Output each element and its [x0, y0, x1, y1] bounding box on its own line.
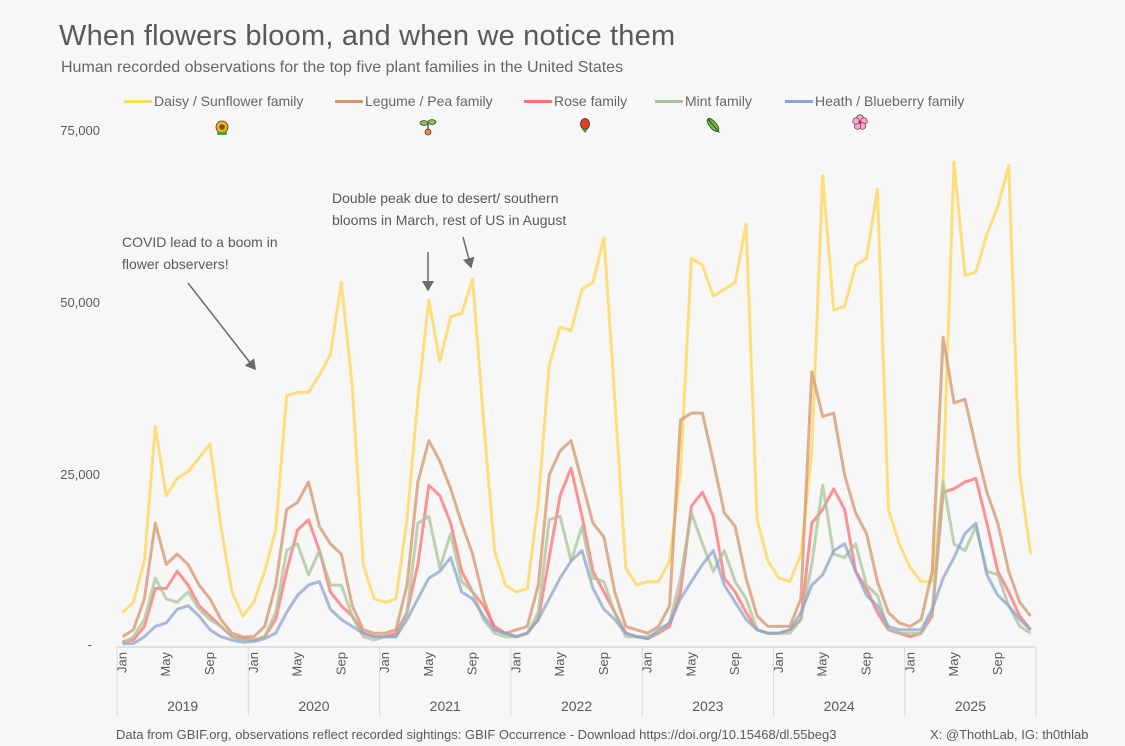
x-tick-label: May [552, 652, 567, 677]
x-tick-label: Sep [596, 652, 611, 675]
x-tick-label: Jan [902, 652, 917, 673]
rose-icon [580, 118, 590, 133]
x-tick-label: Jan [771, 652, 786, 673]
annotation-line: COVID lead to a boom in [122, 234, 278, 250]
y-tick-label: 75,000 [60, 123, 100, 138]
legend-label: Legume / Pea family [365, 93, 493, 109]
x-tick-label: Jan [640, 652, 655, 673]
x-tick-label: Sep [333, 652, 348, 675]
annotation-line: flower observers! [122, 256, 229, 272]
series-line [121, 160, 1033, 618]
chart-subtitle: Human recorded observations for the top … [61, 59, 624, 76]
footer-source: Data from GBIF.org, observations reflect… [116, 727, 837, 742]
blossom-icon [852, 114, 868, 130]
x-tick-label: Jan [377, 652, 392, 673]
y-tick-label: 25,000 [60, 467, 100, 482]
annotation-line: blooms in March, rest of US in August [332, 212, 567, 228]
series-legume-pea-family [121, 335, 1032, 639]
x-tick-label: May [421, 652, 436, 677]
legend-label: Heath / Blueberry family [815, 93, 965, 109]
legend-item-heath: Heath / Blueberry family [785, 93, 964, 109]
x-tick-label: Jan [508, 652, 523, 673]
series-line [122, 521, 1032, 646]
chart-title: When flowers bloom, and when we notice t… [59, 20, 676, 52]
series-line [121, 480, 1032, 645]
x-tick-label: Jan [114, 652, 129, 673]
annotation-covid: COVID lead to a boom in flower observers… [122, 231, 278, 275]
x-tick-label: Sep [990, 652, 1005, 675]
x-tick-label: Sep [859, 652, 874, 675]
x-tick-label: May [946, 652, 961, 677]
series-daisy-sunflower-family [121, 160, 1033, 618]
herb-icon [706, 118, 720, 133]
legend-label: Daisy / Sunflower family [154, 93, 304, 109]
sunflower-icon [215, 120, 229, 135]
legend-item-legume: Legume / Pea family [335, 93, 493, 109]
year-label: 2022 [561, 698, 592, 714]
series-line [122, 466, 1032, 643]
legend-item-mint: Mint family [655, 93, 752, 109]
x-tick-label: Sep [202, 652, 217, 675]
x-tick-label: May [815, 652, 830, 677]
year-label: 2024 [824, 698, 855, 714]
year-label: 2023 [692, 698, 723, 714]
year-label: 2021 [430, 698, 461, 714]
y-tick-label: - [87, 637, 92, 652]
legend-item-daisy: Daisy / Sunflower family [124, 93, 303, 109]
y-tick-label: 50,000 [60, 295, 100, 310]
x-tick-label: May [683, 652, 698, 677]
annotation-line: Double peak due to desert/ southern [332, 190, 559, 206]
annotation-double-peak: Double peak due to desert/ southern bloo… [332, 187, 566, 231]
year-label: 2020 [298, 698, 329, 714]
footer-credit: X: @ThothLab, IG: th0thlab [930, 727, 1089, 742]
year-label: 2025 [955, 698, 986, 714]
annotation-arrow [462, 236, 475, 269]
series-line [121, 335, 1032, 639]
x-tick-label: May [290, 652, 305, 677]
legend-item-rose: Rose family [524, 93, 627, 109]
legend-label: Mint family [685, 93, 752, 109]
x-tick-label: Sep [727, 652, 742, 675]
legend-label: Rose family [554, 93, 628, 109]
annotation-arrow [187, 282, 256, 371]
series-heath-blueberry-family [122, 521, 1032, 646]
sprout-icon [419, 119, 437, 136]
year-label: 2019 [167, 698, 198, 714]
x-tick-label: Jan [246, 652, 261, 673]
x-tick-label: Sep [465, 652, 480, 675]
x-tick-label: May [158, 652, 173, 677]
